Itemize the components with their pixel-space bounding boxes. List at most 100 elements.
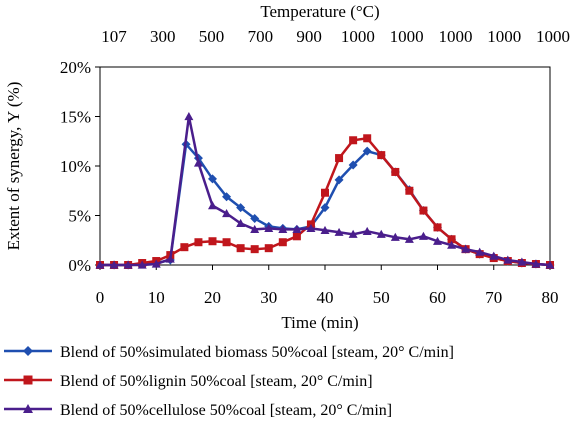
data-point [194, 238, 203, 247]
data-point [321, 188, 329, 197]
data-point [23, 404, 33, 413]
data-point [180, 243, 189, 252]
data-point [362, 146, 372, 156]
top-tick-label: 1000 [390, 27, 424, 46]
data-point [250, 224, 260, 233]
data-point [222, 192, 232, 202]
top-tick-label: 700 [248, 27, 274, 46]
y-tick-label: 20% [60, 58, 91, 77]
data-point [363, 134, 372, 143]
y-axis-label: Extent of synergy, Y (%) [4, 82, 23, 251]
top-tick-label: 1000 [487, 27, 521, 46]
data-point [447, 240, 457, 249]
x-tick-label: 50 [373, 288, 390, 307]
x-tick-label: 40 [317, 288, 334, 307]
legend-label: Blend of 50%simulated biomass 50%coal [s… [60, 344, 454, 361]
data-point [517, 257, 527, 266]
data-point [23, 346, 33, 356]
data-point [348, 229, 358, 238]
series-2 [96, 134, 554, 269]
data-point [184, 112, 194, 121]
x-tick-label: 70 [485, 288, 502, 307]
top-axis-label: Temperature (°C) [260, 2, 379, 21]
data-point [208, 201, 217, 210]
series-1 [95, 139, 555, 270]
data-point [320, 203, 330, 213]
y-tick-label: 5% [68, 207, 91, 226]
data-point [264, 244, 273, 253]
top-tick-label: 1000 [438, 27, 472, 46]
top-tick-label: 1000 [341, 27, 375, 46]
top-tick-label: 300 [150, 27, 176, 46]
data-point [334, 227, 344, 236]
x-tick-label: 0 [96, 288, 105, 307]
data-point [320, 225, 330, 234]
data-point [531, 259, 541, 268]
data-point [222, 238, 231, 247]
top-ticks: 107 300 500 700 900 1000 1000 1000 1000 1000 [101, 27, 570, 46]
data-point [503, 255, 513, 264]
legend-item: Blend of 50%simulated biomass 50%coal [s… [4, 344, 454, 361]
data-point [377, 151, 386, 160]
data-point [433, 223, 442, 232]
data-point [278, 224, 288, 233]
top-tick-label: 900 [296, 27, 322, 46]
data-point [137, 260, 147, 269]
legend-item: Blend of 50%lignin 50%coal [steam, 20° C… [4, 373, 373, 390]
plot-frame [99, 66, 551, 266]
top-tick-label: 107 [101, 27, 127, 46]
data-point [461, 244, 471, 253]
top-tick-label: 1000 [536, 27, 570, 46]
data-point [376, 229, 386, 238]
data-point [404, 234, 414, 243]
legend-item: Blend of 50%cellulose 50%coal [steam, 20… [4, 402, 392, 419]
data-point [208, 174, 217, 184]
series-3 [95, 112, 555, 269]
data-point [123, 260, 133, 269]
legend: Blend of 50%simulated biomass 50%coal [s… [4, 344, 454, 419]
x-tick-label: 20 [204, 288, 221, 307]
x-tick-label: 80 [542, 288, 559, 307]
data-point [222, 209, 232, 218]
y-axis-ticks: 0% 5% 10% 15% 20% [60, 58, 100, 275]
data-point [236, 203, 246, 213]
data-point [236, 244, 245, 253]
data-point [334, 175, 344, 185]
x-axis-ticks: 0 10 20 30 40 50 60 70 80 [96, 265, 559, 307]
legend-label: Blend of 50%cellulose 50%coal [steam, 20… [60, 402, 392, 419]
y-tick-label: 10% [60, 157, 91, 176]
data-point [250, 213, 260, 223]
data-point [208, 237, 217, 246]
data-point [391, 167, 400, 176]
data-point [489, 251, 499, 260]
data-point [23, 375, 33, 385]
data-point [390, 232, 400, 241]
data-point [193, 158, 203, 167]
data-point [475, 247, 485, 256]
data-point [447, 235, 456, 244]
data-point [278, 238, 287, 247]
y-tick-label: 0% [68, 256, 91, 275]
data-point [349, 136, 358, 145]
data-point [433, 236, 442, 245]
data-point [306, 223, 316, 232]
top-axis: Temperature (°C) [260, 2, 379, 21]
data-point [362, 226, 372, 235]
series-layer [95, 112, 555, 270]
legend-label: Blend of 50%lignin 50%coal [steam, 20° C… [60, 373, 373, 390]
series-line [100, 136, 551, 267]
data-point [348, 160, 358, 170]
x-tick-label: 60 [429, 288, 446, 307]
data-point [165, 254, 175, 263]
data-point [292, 224, 302, 233]
data-point [236, 218, 246, 228]
data-point [405, 186, 414, 195]
top-tick-label: 500 [199, 27, 225, 46]
data-point [419, 206, 428, 215]
x-axis-label: Time (min) [281, 313, 358, 332]
data-point [335, 154, 344, 163]
x-tick-label: 30 [260, 288, 277, 307]
data-point [418, 231, 428, 240]
data-point [109, 260, 119, 269]
